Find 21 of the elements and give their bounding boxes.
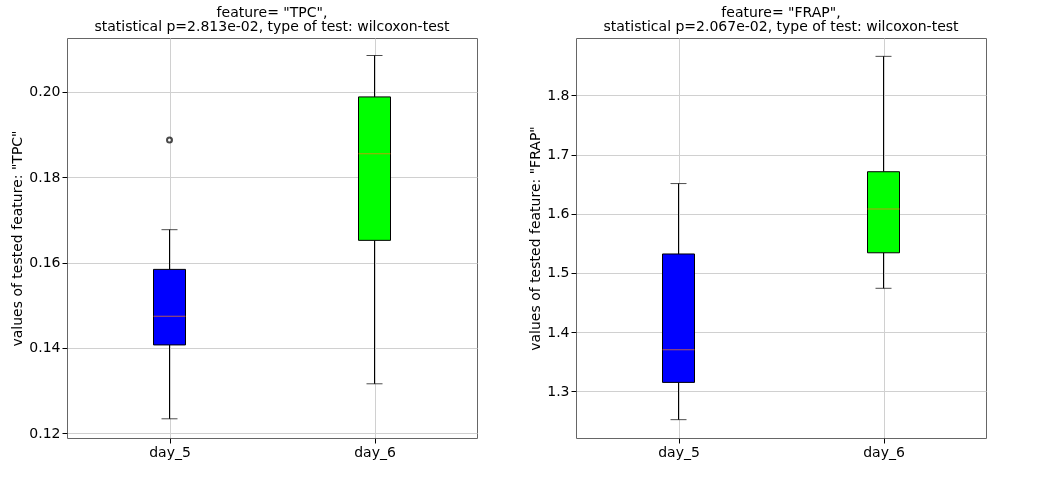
chart-subtitle: statistical p=2.813e-02, type of test: wilcoxon-test bbox=[94, 18, 451, 34]
y-tick-label: 1.4 bbox=[547, 323, 570, 340]
y-tick-label: 1.8 bbox=[547, 86, 570, 103]
y-axis-title: values of tested feature: "FRAP" bbox=[527, 126, 544, 351]
y-axis-title: values of tested feature: "TPC" bbox=[9, 130, 26, 347]
y-tick-label: 0.20 bbox=[29, 83, 61, 100]
x-tick-label: day_6 bbox=[354, 443, 396, 460]
y-tick-label: 0.16 bbox=[29, 254, 61, 271]
y-tick-label: 1.5 bbox=[547, 264, 570, 281]
x-tick-label: day_6 bbox=[863, 443, 905, 460]
y-tick-label: 0.18 bbox=[29, 168, 61, 185]
x-tick-label: day_5 bbox=[658, 443, 700, 460]
y-tick-label: 1.6 bbox=[547, 205, 570, 222]
x-tick-label: day_5 bbox=[149, 443, 191, 460]
y-tick-label: 1.7 bbox=[547, 146, 570, 163]
chart-subtitle: statistical p=2.067e-02, type of test: wilcoxon-test bbox=[603, 18, 960, 34]
chart-title: feature= "TPC", bbox=[216, 4, 328, 20]
y-tick-label: 0.12 bbox=[29, 424, 61, 441]
chart-title: feature= "FRAP", bbox=[721, 4, 841, 20]
y-tick-label: 0.14 bbox=[29, 339, 61, 356]
y-tick-label: 1.3 bbox=[547, 382, 570, 399]
